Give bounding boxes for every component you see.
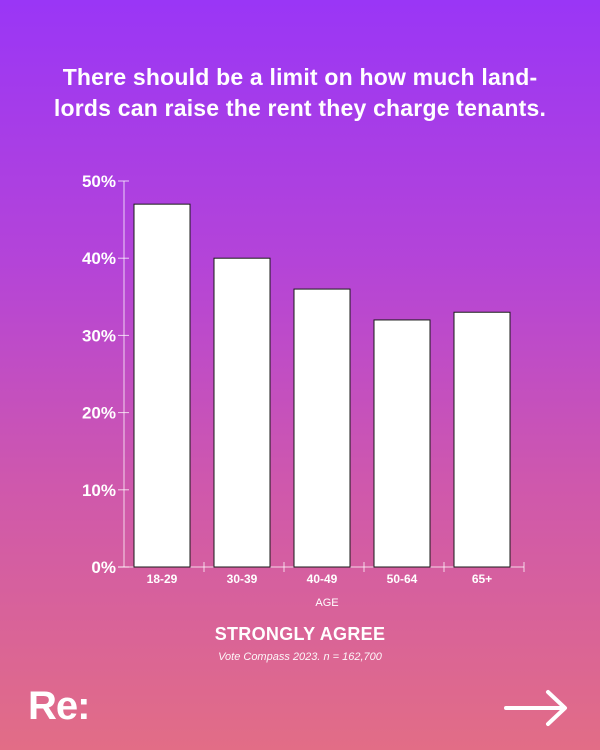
bar-65+	[453, 311, 511, 568]
y-tick-label: 50%	[82, 172, 116, 191]
brand-logo: Re:	[28, 684, 90, 728]
bar-18-29	[133, 203, 191, 568]
y-tick-label: 10%	[82, 481, 116, 500]
y-tick-label: 30%	[82, 326, 116, 345]
chart-title-line-2: lords can raise the rent they charge ten…	[53, 95, 547, 121]
x-tick-label: 65+	[472, 572, 492, 586]
x-tick-label: 50-64	[387, 572, 418, 586]
chart-title-line-1: There should be a limit on how much land…	[62, 64, 538, 90]
chart-subtitle: STRONGLY AGREE	[214, 624, 386, 644]
chart-title: There should be a limit on how much land…	[0, 62, 600, 124]
bar-50-64	[373, 319, 431, 568]
bar-chart: 0% 10% 20% 30% 40% 50% 18-29 30-39 40-49 50-64 65+…	[82, 172, 511, 609]
y-tick-label: 40%	[82, 249, 116, 268]
bar-40-49	[293, 288, 351, 568]
y-tick-label: 0%	[91, 558, 116, 577]
x-tick-label: 40-49	[307, 572, 338, 586]
y-tick-label: 20%	[82, 404, 116, 423]
source-note: Vote Compass 2023. n = 162,700	[218, 651, 382, 663]
x-axis-label: AGE	[315, 597, 338, 609]
x-tick-label: 18-29	[147, 572, 178, 586]
arrow-right-icon[interactable]	[504, 688, 570, 728]
x-tick-label: 30-39	[227, 572, 258, 586]
bar-30-39	[213, 257, 271, 568]
